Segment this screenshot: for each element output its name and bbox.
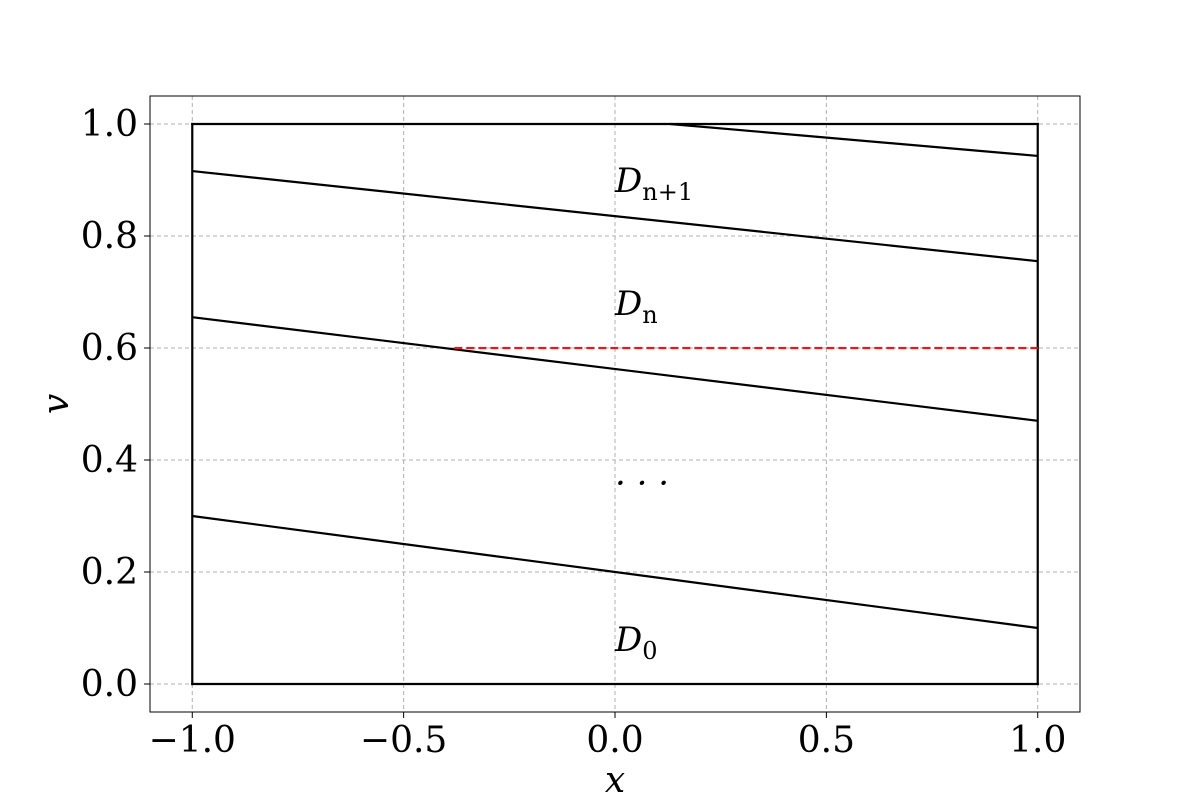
region-label-sub-1: n bbox=[642, 301, 657, 329]
region-label-3: D0 bbox=[614, 620, 658, 665]
region-label-2: · · · bbox=[615, 463, 669, 503]
region-label-main-0: D bbox=[614, 161, 642, 201]
series-line-1 bbox=[192, 316, 1038, 422]
y-tick-label-0: 0.0 bbox=[81, 664, 138, 705]
region-label-main-2: · · · bbox=[615, 463, 669, 503]
x-tick-label-1: −0.5 bbox=[360, 720, 447, 761]
series-line-2 bbox=[192, 169, 1038, 263]
x-tick-label-0: −1.0 bbox=[149, 720, 236, 761]
region-label-sub-0: n+1 bbox=[642, 178, 693, 206]
region-label-0: Dn+1 bbox=[614, 161, 693, 206]
x-tick-label-3: 0.5 bbox=[798, 720, 855, 761]
x-tick-label-4: 1.0 bbox=[1009, 720, 1066, 761]
y-tick-label-3: 0.6 bbox=[81, 328, 138, 369]
x-axis-label: x bbox=[605, 760, 625, 800]
region-label-main-1: D bbox=[614, 284, 642, 324]
y-tick-label-2: 0.4 bbox=[81, 440, 138, 481]
series-line-0 bbox=[192, 514, 1038, 630]
region-label-1: Dn bbox=[614, 284, 658, 329]
annotations: Dn+1Dn· · ·D0 bbox=[614, 161, 693, 665]
region-label-main-3: D bbox=[614, 620, 642, 660]
y-axis-label: v bbox=[36, 394, 77, 414]
y-tick-label-4: 0.8 bbox=[81, 216, 138, 257]
y-tick-label-1: 0.2 bbox=[81, 552, 138, 593]
tick-labels: −1.0 −0.5 0.0 0.5 1.0 0.0 0.2 0.4 0.6 0.8 1.0 bbox=[81, 104, 1067, 761]
region-label-sub-3: 0 bbox=[642, 637, 657, 665]
y-tick-label-5: 1.0 bbox=[81, 104, 138, 145]
x-tick-label-2: 0.0 bbox=[586, 720, 643, 761]
series-layer bbox=[191, 122, 1039, 686]
series-line-3 bbox=[669, 122, 1038, 158]
